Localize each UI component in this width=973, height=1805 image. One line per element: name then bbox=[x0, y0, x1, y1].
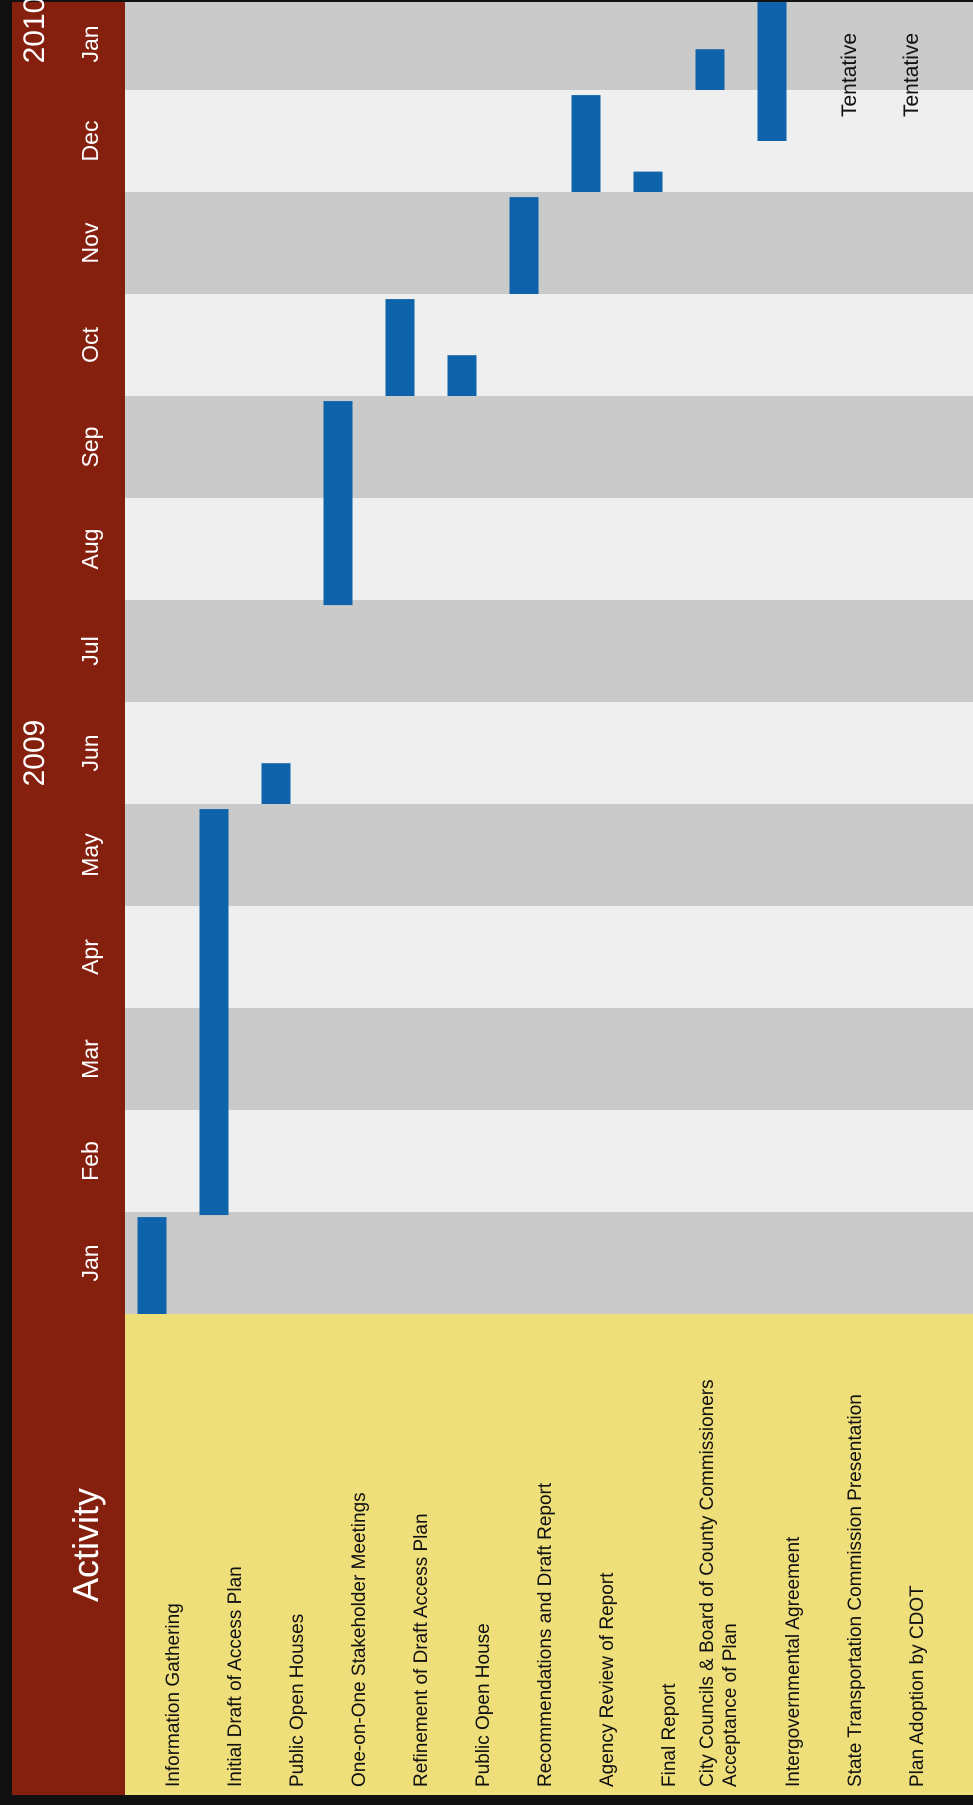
month-band-jan bbox=[125, 2, 973, 90]
task-bar bbox=[261, 763, 291, 804]
month-band-nov bbox=[125, 192, 973, 294]
task-bar bbox=[385, 299, 415, 396]
task-bar bbox=[509, 197, 539, 294]
task-bar bbox=[137, 1217, 167, 1314]
task-bars bbox=[137, 2, 787, 1314]
month-band-jul bbox=[125, 600, 973, 702]
month-band-jan bbox=[125, 1212, 973, 1314]
month-band-feb bbox=[125, 1110, 973, 1212]
month-band-mar bbox=[125, 1008, 973, 1110]
task-bar bbox=[695, 49, 725, 90]
month-band-apr bbox=[125, 906, 973, 1008]
month-bands bbox=[125, 2, 973, 1314]
task-bar bbox=[757, 2, 787, 141]
month-band-may bbox=[125, 804, 973, 906]
task-bar bbox=[447, 355, 477, 396]
activity-panel bbox=[125, 1314, 973, 1795]
month-band-dec bbox=[125, 90, 973, 192]
task-bar bbox=[199, 809, 229, 1216]
month-band-sep bbox=[125, 396, 973, 498]
task-bar bbox=[323, 401, 353, 606]
header-band bbox=[12, 2, 125, 1795]
month-band-oct bbox=[125, 294, 973, 396]
month-band-aug bbox=[125, 498, 973, 600]
task-bar bbox=[571, 95, 601, 192]
month-band-jun bbox=[125, 702, 973, 804]
task-bar bbox=[633, 171, 663, 192]
